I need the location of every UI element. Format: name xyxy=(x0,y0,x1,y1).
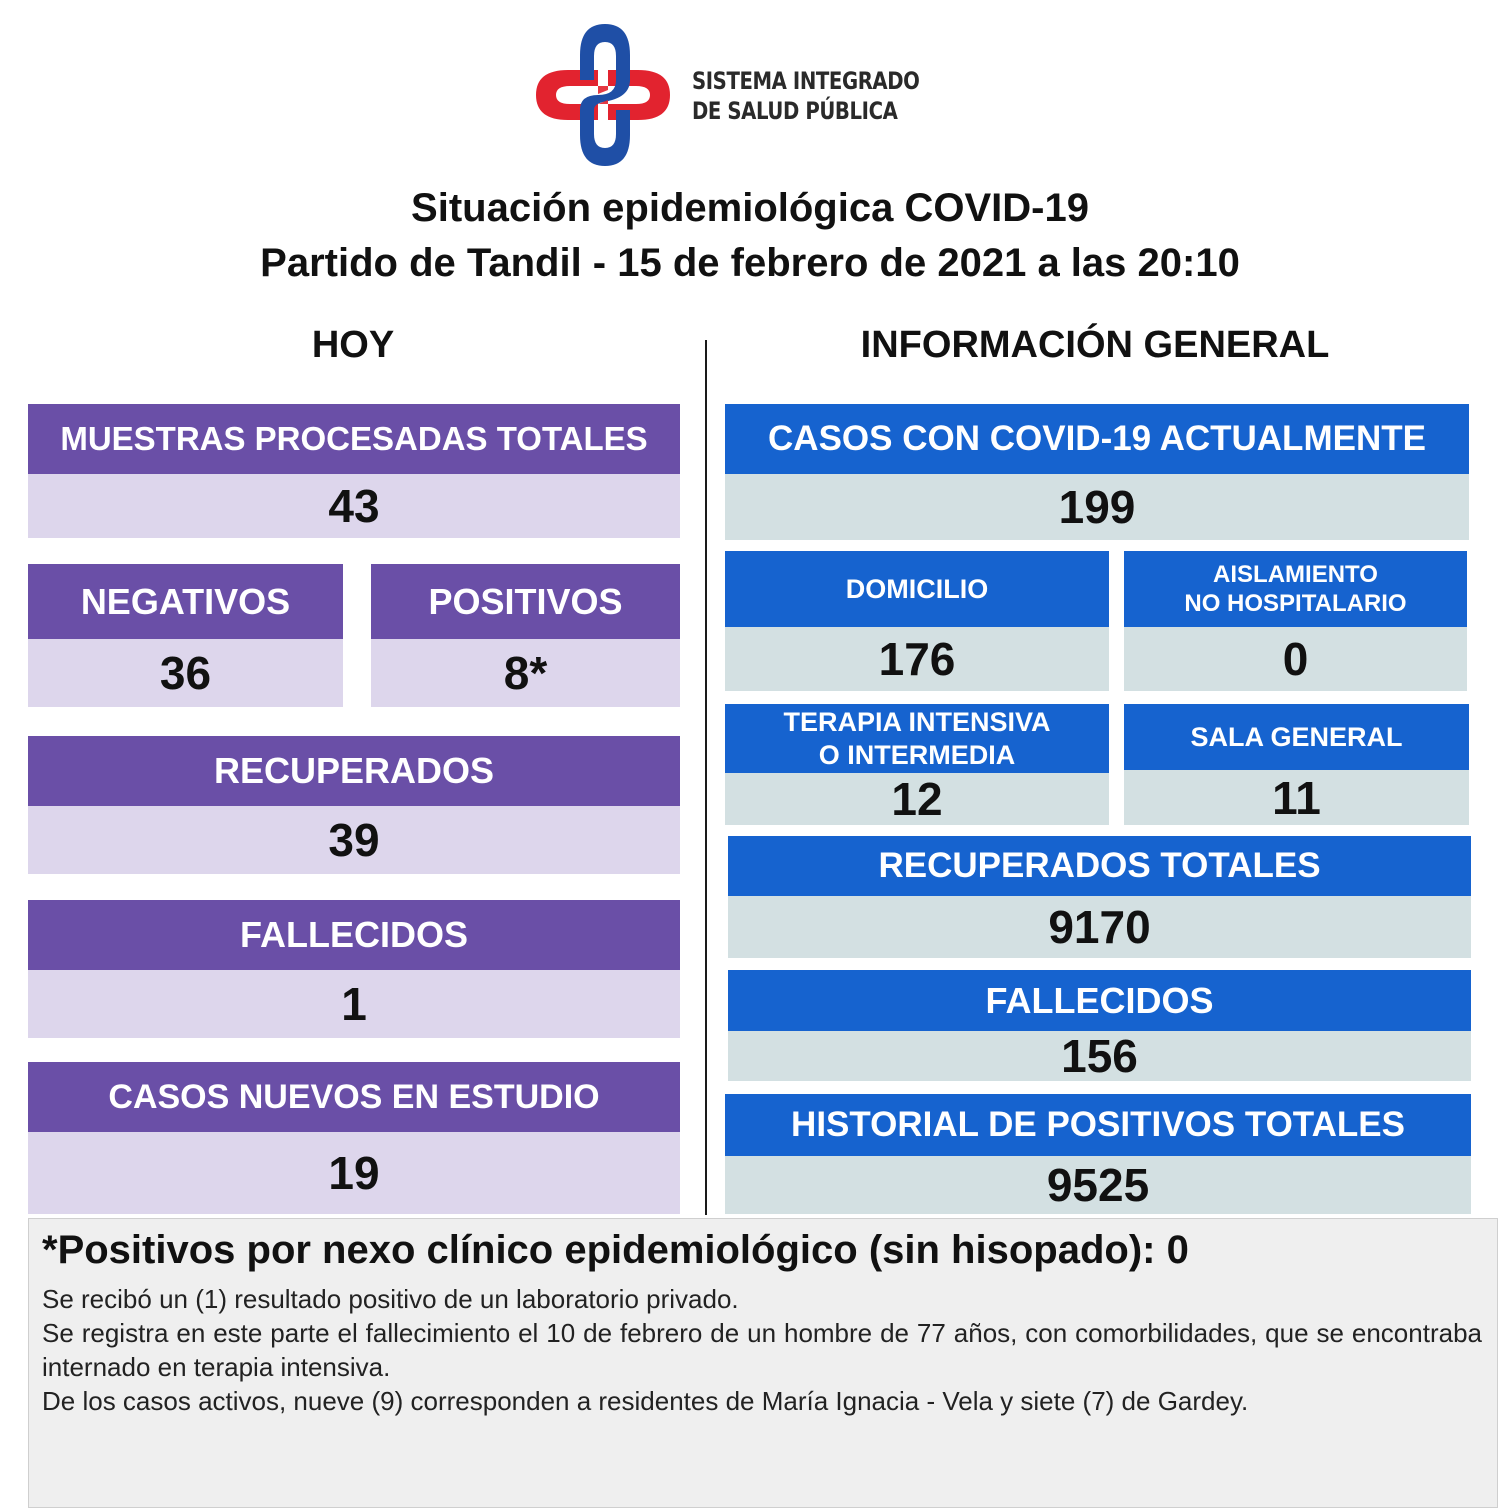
brand-name: SISTEMA INTEGRADO DE SALUD PÚBLICA xyxy=(692,66,920,126)
card-label: DOMICILIO xyxy=(725,551,1109,627)
card-label: HISTORIAL DE POSITIVOS TOTALES xyxy=(725,1094,1471,1156)
logo xyxy=(528,20,928,170)
card-label: RECUPERADOS TOTALES xyxy=(728,836,1471,896)
heading-hoy: HOY xyxy=(311,324,395,366)
footnote-panel xyxy=(28,1218,1498,1508)
footnote-title: *Positivos por nexo clínico epidemiológi… xyxy=(42,1228,1189,1272)
card-value: 199 xyxy=(725,474,1469,540)
card-label: POSITIVOS xyxy=(371,564,680,639)
card-label: FALLECIDOS xyxy=(728,970,1471,1031)
card-value: 39 xyxy=(28,806,680,874)
card-label-line-2: NO HOSPITALARIO xyxy=(1184,590,1407,617)
card-label: MUESTRAS PROCESADAS TOTALES xyxy=(28,404,680,474)
card-label-line-1: AISLAMIENTO xyxy=(1213,561,1378,588)
brand-line-1: SISTEMA INTEGRADO xyxy=(692,67,920,95)
card-value: 1 xyxy=(28,970,680,1038)
footnote-line-1: Se recibó un (1) resultado positivo de u… xyxy=(42,1284,739,1314)
card-label: FALLECIDOS xyxy=(28,900,680,970)
card-label: TERAPIA INTENSIVA O INTERMEDIA xyxy=(725,704,1109,773)
column-divider xyxy=(705,340,707,1215)
footnote-line-3: De los casos activos, nueve (9) correspo… xyxy=(42,1386,1249,1416)
card-value: 9170 xyxy=(728,896,1471,958)
card-label: NEGATIVOS xyxy=(28,564,343,639)
card-value: 36 xyxy=(28,639,343,707)
card-value: 8* xyxy=(371,639,680,707)
page-subtitle: Partido de Tandil - 15 de febrero de 202… xyxy=(260,241,1240,285)
card-label: RECUPERADOS xyxy=(28,736,680,806)
card-label-line-2: O INTERMEDIA xyxy=(818,739,1016,770)
card-value: 156 xyxy=(728,1030,1471,1082)
card-label: AISLAMIENTO NO HOSPITALARIO xyxy=(1124,551,1467,627)
page-title: Situación epidemiológica COVID-19 xyxy=(411,186,1089,230)
card-label: SALA GENERAL xyxy=(1124,704,1469,770)
health-system-logo-icon xyxy=(536,24,670,166)
card-value: 0 xyxy=(1124,627,1467,691)
card-label-line-1: TERAPIA INTENSIVA xyxy=(783,706,1051,737)
card-value: 12 xyxy=(725,773,1109,825)
card-label: CASOS CON COVID-19 ACTUALMENTE xyxy=(725,404,1469,474)
footnote-line-2: Se registra en este parte el fallecimien… xyxy=(42,1318,1482,1382)
card-value: 43 xyxy=(28,474,680,538)
card-value: 11 xyxy=(1124,770,1469,825)
card-value: 176 xyxy=(725,627,1109,691)
card-value: 19 xyxy=(28,1132,680,1214)
heading-informacion-general: INFORMACIÓN GENERAL xyxy=(860,324,1330,366)
card-label: CASOS NUEVOS EN ESTUDIO xyxy=(28,1062,680,1132)
brand-line-2: DE SALUD PÚBLICA xyxy=(692,97,898,125)
card-value: 9525 xyxy=(725,1156,1471,1214)
